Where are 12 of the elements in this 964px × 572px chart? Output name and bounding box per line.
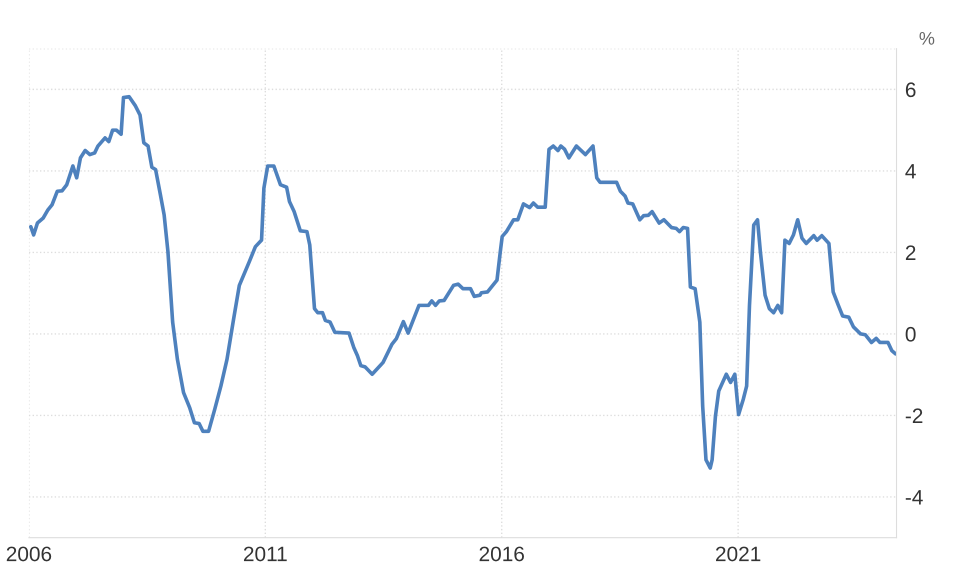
- y-tick-label: 2: [906, 245, 916, 260]
- y-axis-title: %: [920, 32, 934, 45]
- x-tick-label: 2006: [6, 546, 52, 562]
- y-tick-label: 4: [905, 164, 916, 178]
- y-tick-label: 6: [906, 82, 916, 98]
- y-tick-label: 0: [906, 326, 916, 342]
- line-series: [29, 94, 897, 470]
- y-tick-label: -4: [906, 490, 923, 504]
- x-tick-label: 2016: [480, 546, 524, 562]
- x-tick-label: 2021: [716, 546, 760, 562]
- y-tick-label: -2: [906, 408, 922, 423]
- x-tick-label: 2011: [244, 546, 287, 562]
